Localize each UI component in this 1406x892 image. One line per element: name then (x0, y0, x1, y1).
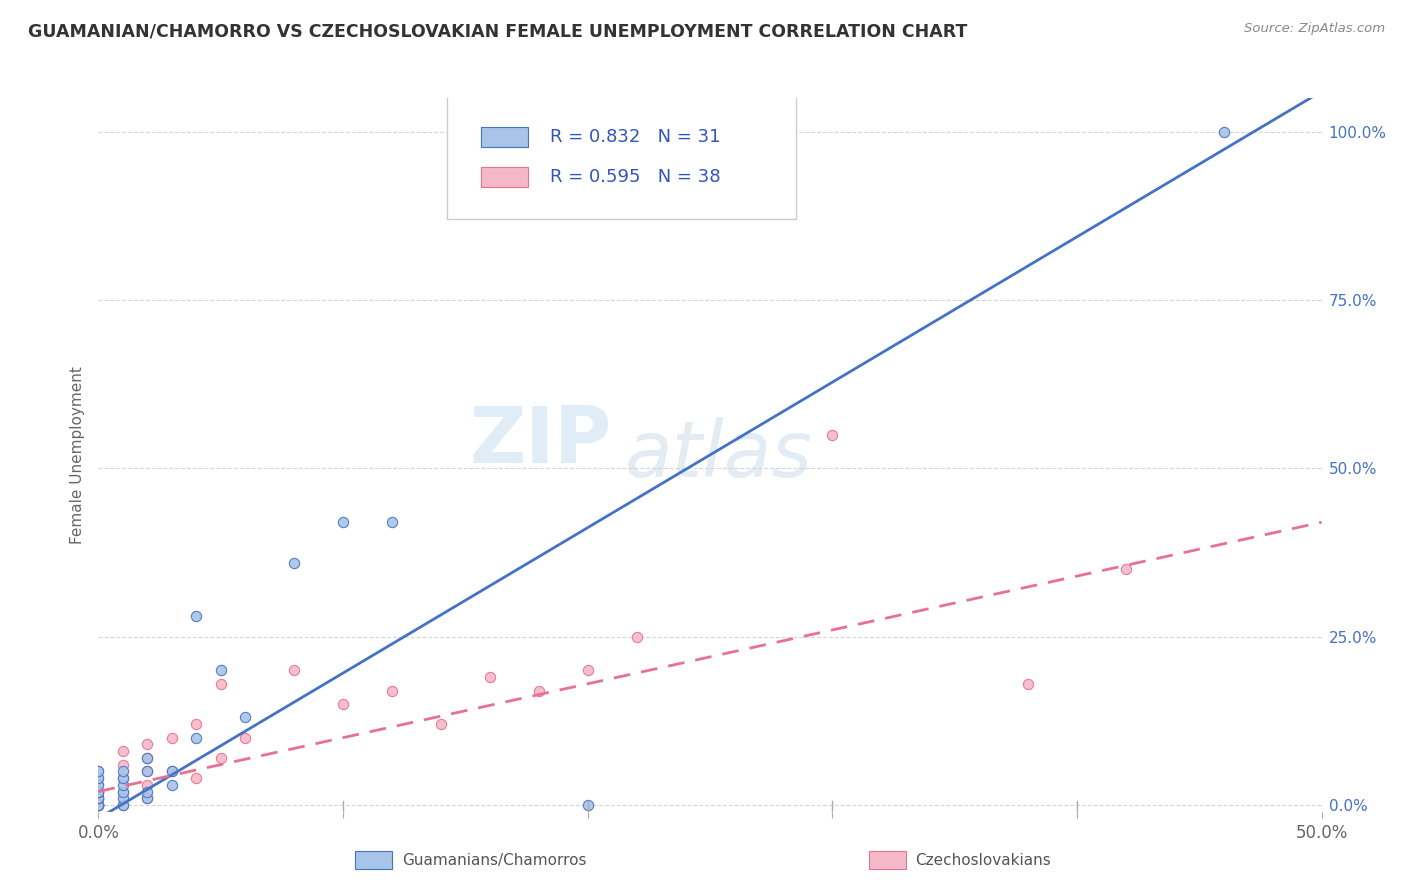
Point (87, 764, 110, 779)
Point (87, 791, 110, 805)
Point (478, 670, 501, 684)
Point (332, 697, 354, 711)
Point (576, 664, 599, 678)
Point (186, 717, 208, 731)
Point (111, 797, 134, 812)
Bar (481, 128, 527, 147)
Y-axis label: Female Unemployment: Female Unemployment (69, 366, 84, 544)
Point (233, 731, 256, 745)
Point (527, 683, 550, 698)
Point (87, 797, 110, 812)
Point (136, 738, 159, 752)
Point (87, 791, 110, 805)
Point (136, 751, 159, 765)
Point (111, 771, 134, 785)
Point (136, 778, 159, 792)
FancyBboxPatch shape (447, 95, 796, 219)
Text: Source: ZipAtlas.com: Source: ZipAtlas.com (1244, 22, 1385, 36)
Point (87, 791, 110, 805)
Text: Czechoslovakians: Czechoslovakians (915, 853, 1052, 868)
Point (332, 515, 354, 529)
Point (233, 710, 256, 724)
Point (111, 778, 134, 792)
Point (209, 751, 232, 765)
Point (87, 797, 110, 812)
Point (87, 797, 110, 812)
Point (209, 677, 232, 691)
Point (576, 797, 599, 812)
Point (430, 717, 453, 731)
Point (136, 764, 159, 779)
Text: R = 0.595   N = 38: R = 0.595 N = 38 (550, 168, 720, 186)
Point (111, 784, 134, 798)
Point (111, 784, 134, 798)
Text: R = 0.832   N = 31: R = 0.832 N = 31 (550, 128, 720, 146)
Point (283, 664, 305, 678)
Point (136, 751, 159, 765)
Point (283, 556, 305, 570)
Text: ZIP: ZIP (470, 402, 612, 479)
Bar (356, 851, 392, 869)
Point (111, 791, 134, 805)
Point (111, 797, 134, 812)
Point (160, 731, 183, 745)
Point (87, 778, 110, 792)
Point (87, 797, 110, 812)
Point (209, 664, 232, 678)
Point (87, 771, 110, 785)
Point (136, 764, 159, 779)
Text: atlas: atlas (624, 417, 813, 493)
Point (136, 791, 159, 805)
Text: Guamanians/Chamorros: Guamanians/Chamorros (402, 853, 586, 868)
Point (381, 683, 404, 698)
Point (87, 784, 110, 798)
Point (1017, 677, 1039, 691)
Text: GUAMANIAN/CHAMORRO VS CZECHOSLOVAKIAN FEMALE UNEMPLOYMENT CORRELATION CHART: GUAMANIAN/CHAMORRO VS CZECHOSLOVAKIAN FE… (28, 22, 967, 40)
Point (87, 764, 110, 779)
Point (87, 797, 110, 812)
Point (111, 764, 134, 779)
Point (87, 797, 110, 812)
Point (160, 764, 183, 779)
Point (1212, 125, 1234, 139)
Point (136, 784, 159, 798)
Point (87, 784, 110, 798)
Point (821, 427, 844, 442)
Point (111, 757, 134, 772)
Point (160, 764, 183, 779)
Point (87, 797, 110, 812)
Bar (481, 167, 527, 186)
Point (626, 630, 648, 644)
Bar (869, 851, 905, 869)
Point (111, 744, 134, 758)
Point (111, 771, 134, 785)
Point (136, 791, 159, 805)
Point (87, 791, 110, 805)
Point (160, 778, 183, 792)
Point (87, 784, 110, 798)
Point (186, 609, 208, 624)
Point (87, 771, 110, 785)
Point (381, 515, 404, 529)
Point (1115, 562, 1137, 576)
Point (186, 771, 208, 785)
Point (186, 731, 208, 745)
Point (87, 778, 110, 792)
